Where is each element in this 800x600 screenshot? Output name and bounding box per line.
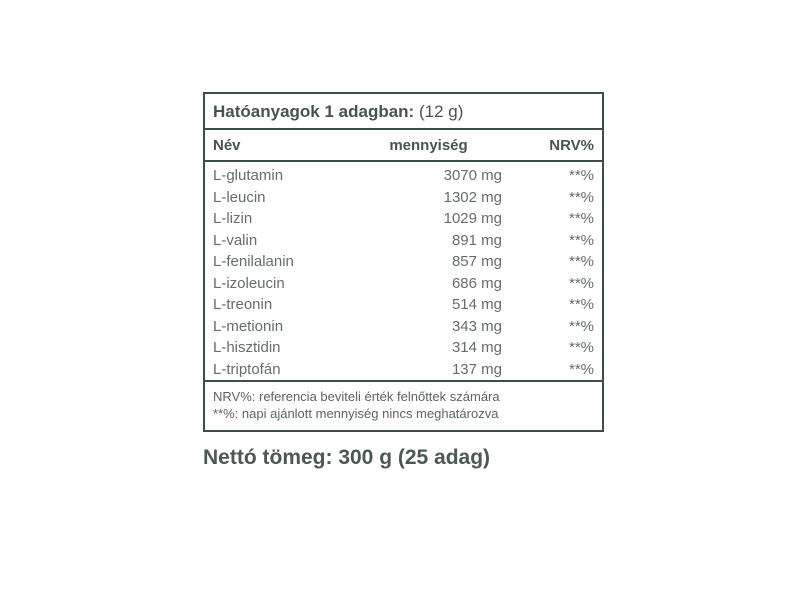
table-row: L-valin 891 mg **%	[205, 230, 602, 252]
ingredient-name: L-fenilalanin	[213, 253, 294, 270]
ingredient-nrv: **%	[568, 167, 594, 184]
table-row: L-metionin 343 mg **%	[205, 316, 602, 338]
ingredient-name: L-valin	[213, 231, 258, 249]
ingredient-name: L-metionin	[213, 317, 284, 335]
ingredient-nrv: **%	[568, 210, 594, 227]
table-row: L-leucin 1302 mg **%	[205, 187, 602, 209]
nutrition-facts-table: Hatóanyagok 1 adagban: (12 g) Név mennyi…	[203, 92, 604, 432]
table-row: L-hisztidin 314 mg **%	[205, 337, 602, 359]
ingredient-amount: 1302 mg	[443, 188, 502, 206]
ingredient-name: L-glutamin	[213, 167, 284, 184]
column-header-nrv: NRV%	[549, 137, 594, 154]
ingredient-nrv: **%	[568, 317, 594, 335]
ingredient-nrv: **%	[568, 231, 594, 249]
ingredient-amount: 891 mg	[451, 231, 502, 249]
column-header-row: Név mennyiség NRV%	[205, 130, 602, 162]
ingredient-name: L-treonin	[213, 296, 273, 313]
table-title-label: Hatóanyagok 1 adagban:	[213, 102, 415, 121]
footnotes: NRV%: referencia beviteli érték felnőtte…	[205, 380, 602, 422]
table-body: L-glutamin 3070 mg **% L-leucin 1302 mg …	[205, 162, 602, 380]
table-row: L-glutamin 3070 mg **%	[205, 165, 602, 187]
footnote-asterisk: **%: napi ajánlott mennyiség nincs megha…	[213, 406, 499, 421]
ingredient-name: L-lizin	[213, 210, 253, 227]
ingredient-nrv: **%	[568, 253, 594, 270]
ingredient-nrv: **%	[568, 360, 594, 378]
ingredient-nrv: **%	[568, 339, 594, 356]
ingredient-amount: 1029 mg	[443, 210, 502, 227]
table-row: L-lizin 1029 mg **%	[205, 208, 602, 230]
ingredient-amount: 137 mg	[451, 360, 502, 378]
column-header-name: Név	[213, 137, 241, 154]
ingredient-amount: 3070 mg	[443, 167, 502, 184]
ingredient-name: L-triptofán	[213, 360, 281, 378]
ingredient-name: L-izoleucin	[213, 274, 285, 292]
ingredient-nrv: **%	[568, 296, 594, 313]
ingredient-name: L-leucin	[213, 188, 266, 206]
ingredient-nrv: **%	[568, 188, 594, 206]
table-row: L-treonin 514 mg **%	[205, 294, 602, 316]
table-title-serving-size: (12 g)	[418, 102, 464, 121]
ingredient-amount: 857 mg	[451, 253, 502, 270]
net-weight-label: Nettó tömeg: 300 g (25 adag)	[203, 446, 491, 469]
table-row: L-triptofán 137 mg **%	[205, 359, 602, 381]
ingredient-amount: 314 mg	[451, 339, 502, 356]
table-row: L-izoleucin 686 mg **%	[205, 273, 602, 295]
footnote-nrv: NRV%: referencia beviteli érték felnőtte…	[213, 389, 500, 404]
ingredient-name: L-hisztidin	[213, 339, 281, 356]
ingredient-amount: 686 mg	[451, 274, 502, 292]
table-title: Hatóanyagok 1 adagban: (12 g)	[205, 94, 602, 130]
ingredient-nrv: **%	[568, 274, 594, 292]
ingredient-amount: 514 mg	[451, 296, 502, 313]
ingredient-amount: 343 mg	[451, 317, 502, 335]
column-header-amount: mennyiség	[389, 137, 468, 154]
table-row: L-fenilalanin 857 mg **%	[205, 251, 602, 273]
